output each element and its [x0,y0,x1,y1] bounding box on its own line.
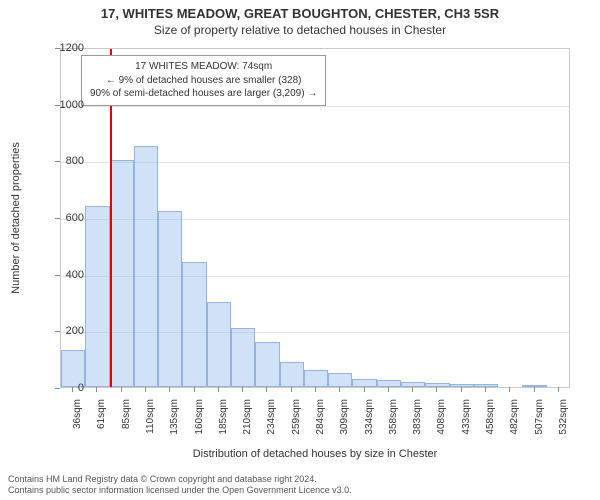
x-tick-mark [461,387,462,392]
histogram-bar [134,146,158,387]
plot-frame: 17 WHITES MEADOW: 74sqm ← 9% of detached… [60,48,570,388]
histogram-bar [328,373,352,387]
x-tick-mark [485,387,486,392]
x-tick-mark [121,387,122,392]
x-tick-mark [436,387,437,392]
y-tick-label: 1000 [44,99,84,111]
x-tick-mark [194,387,195,392]
footer-attribution: Contains HM Land Registry data © Crown c… [8,474,352,497]
histogram-bar [352,379,376,388]
x-tick-mark [291,387,292,392]
x-tick-mark [339,387,340,392]
info-line-3: 90% of semi-detached houses are larger (… [90,87,317,101]
x-tick-mark [315,387,316,392]
histogram-bar [255,342,279,387]
histogram-bar [158,211,182,387]
y-tick-label: 600 [44,212,84,224]
x-tick-mark [145,387,146,392]
x-tick-mark [169,387,170,392]
histogram-bar [425,383,449,387]
footer-line-2: Contains public sector information licen… [8,485,352,496]
plot-area: 17 WHITES MEADOW: 74sqm ← 9% of detached… [60,48,570,388]
chart-container: 17, WHITES MEADOW, GREAT BOUGHTON, CHEST… [0,0,600,500]
y-tick-label: 200 [44,325,84,337]
histogram-bar [207,302,231,387]
x-tick-mark [534,387,535,392]
histogram-bar [280,362,304,388]
y-tick-label: 800 [44,155,84,167]
y-tick-label: 1200 [44,42,84,54]
histogram-bar [182,262,206,387]
histogram-bar [304,370,328,387]
histogram-bar [85,206,109,387]
info-box: 17 WHITES MEADOW: 74sqm ← 9% of detached… [81,55,326,106]
x-tick-mark [364,387,365,392]
x-tick-mark [388,387,389,392]
x-axis-label: Distribution of detached houses by size … [60,448,570,460]
x-tick-mark [218,387,219,392]
y-tick-label: 0 [44,382,84,394]
info-line-2: ← 9% of detached houses are smaller (328… [90,74,317,88]
x-tick-mark [266,387,267,392]
x-tick-mark [242,387,243,392]
x-tick-mark [509,387,510,392]
histogram-bar [522,385,546,387]
x-tick-mark [96,387,97,392]
gridline [61,106,569,107]
histogram-bar [450,384,474,387]
histogram-bar [377,380,401,387]
x-tick-mark [412,387,413,392]
histogram-bar [231,328,255,388]
y-tick-label: 400 [44,269,84,281]
x-tick-mark [558,387,559,392]
info-line-1: 17 WHITES MEADOW: 74sqm [90,60,317,74]
histogram-bar [110,160,134,387]
histogram-bar [401,382,425,387]
page-title: 17, WHITES MEADOW, GREAT BOUGHTON, CHEST… [0,0,600,21]
footer-line-1: Contains HM Land Registry data © Crown c… [8,474,352,485]
page-subtitle: Size of property relative to detached ho… [0,21,600,37]
y-axis-label: Number of detached properties [10,48,24,388]
